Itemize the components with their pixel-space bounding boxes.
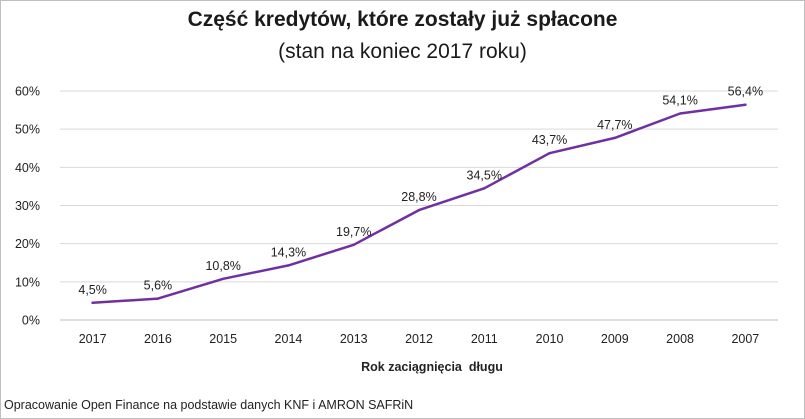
x-tick-label: 2011 xyxy=(471,332,498,346)
data-point xyxy=(678,112,682,115)
y-tick-label: 20% xyxy=(15,237,40,251)
data-point xyxy=(352,243,355,247)
data-label: 4,5% xyxy=(78,283,107,297)
data-label: 34,5% xyxy=(467,168,502,182)
x-tick-label: 2016 xyxy=(144,332,172,346)
y-tick-label: 30% xyxy=(15,199,40,213)
data-label: 28,8% xyxy=(401,190,436,204)
y-tick-label: 40% xyxy=(15,161,40,175)
x-tick-label: 2010 xyxy=(536,332,564,346)
data-point xyxy=(744,103,747,106)
x-tick-label: 2015 xyxy=(209,332,237,346)
data-point xyxy=(483,187,486,190)
data-label: 10,8% xyxy=(205,259,240,273)
x-tick-label: 2013 xyxy=(340,332,368,346)
data-point xyxy=(221,277,225,280)
x-tick-label: 2007 xyxy=(731,332,759,346)
data-point xyxy=(287,264,290,267)
data-point xyxy=(548,152,551,155)
y-axis-ticks: 0% 10% 20% 30% 40% 50% 60% xyxy=(15,85,40,328)
data-labels: 4,5% 5,6% 10,8% 14,3% 19,7% 28,8% 34,5% 43,7% 47… xyxy=(78,85,763,297)
x-tick-label: 2009 xyxy=(601,332,629,346)
y-tick-label: 0% xyxy=(22,314,40,328)
data-point xyxy=(91,301,94,305)
x-axis-ticks: 2017 2016 2015 2014 2013 2012 2011 2010 2009 2008… xyxy=(79,332,760,346)
data-label: 47,7% xyxy=(597,118,632,132)
x-axis-label: Rok zaciągnięcia długu xyxy=(361,360,503,374)
data-point xyxy=(613,136,617,140)
data-label: 56,4% xyxy=(728,85,763,99)
gridlines xyxy=(60,90,778,321)
y-tick-label: 10% xyxy=(15,275,40,289)
chart-title: Część kredytów, które zostały już spłaco… xyxy=(187,8,618,31)
chart-subtitle: (stan na koniec 2017 roku) xyxy=(278,40,527,63)
data-point xyxy=(417,208,421,212)
x-tick-label: 2017 xyxy=(79,332,107,346)
data-label: 54,1% xyxy=(662,94,697,108)
data-label: 43,7% xyxy=(532,133,567,147)
x-tick-label: 2008 xyxy=(666,332,694,346)
x-tick-label: 2012 xyxy=(405,332,433,346)
data-label: 19,7% xyxy=(336,225,371,239)
data-label: 14,3% xyxy=(271,245,306,259)
y-tick-label: 50% xyxy=(15,123,40,137)
data-label: 5,6% xyxy=(144,279,173,293)
data-point xyxy=(156,297,160,300)
x-tick-label: 2014 xyxy=(275,332,303,346)
y-tick-label: 60% xyxy=(15,85,40,99)
series-line-group xyxy=(91,103,747,305)
source-note: Opracowanie Open Finance na podstawie da… xyxy=(4,398,414,412)
